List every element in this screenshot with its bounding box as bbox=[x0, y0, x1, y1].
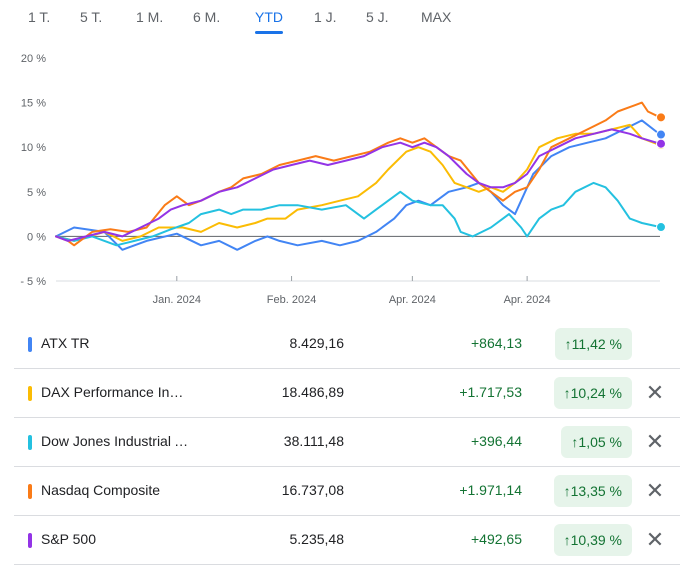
arrow-up-icon: ↑ bbox=[564, 336, 572, 352]
index-price: 16.737,08 bbox=[281, 482, 344, 498]
list-item[interactable]: DAX Performance Index 18.486,89 +1.717,5… bbox=[14, 369, 680, 418]
tab-1-month[interactable]: 1 M. bbox=[136, 9, 163, 25]
arrow-up-icon: ↑ bbox=[563, 385, 571, 401]
tab-label: 5 J. bbox=[366, 9, 389, 25]
tab-1-year[interactable]: 1 J. bbox=[314, 9, 337, 25]
percent-change-badge: ↑10,39 % bbox=[553, 524, 632, 556]
index-name: S&P 500 bbox=[41, 531, 97, 547]
tab-5-days[interactable]: 5 T. bbox=[80, 9, 102, 25]
list-item[interactable]: S&P 500 5.235,48 +492,65 ↑10,39 % ✕ bbox=[14, 516, 680, 565]
index-change: +1.971,14 bbox=[459, 482, 522, 498]
percent-value: 11,42 % bbox=[571, 336, 622, 352]
y-tick-label: 15 % bbox=[21, 98, 46, 110]
y-tick-label: 5 % bbox=[27, 187, 46, 199]
x-tick-label: Jan. 2024 bbox=[153, 294, 201, 306]
series-end-point bbox=[656, 222, 666, 233]
active-tab-indicator bbox=[255, 31, 283, 34]
percent-change-badge: ↑11,42 % bbox=[554, 328, 632, 360]
index-price: 8.429,16 bbox=[289, 335, 345, 351]
close-icon[interactable]: ✕ bbox=[645, 527, 665, 552]
y-tick-label: 10 % bbox=[21, 142, 46, 154]
percent-value: 10,39 % bbox=[570, 532, 622, 548]
index-change: +396,44 bbox=[471, 433, 522, 449]
tab-max[interactable]: MAX bbox=[421, 9, 451, 25]
series-end-point bbox=[656, 112, 666, 123]
tab-label: 6 M. bbox=[193, 9, 221, 25]
arrow-up-icon: ↑ bbox=[563, 483, 571, 499]
x-tick-label: Feb. 2024 bbox=[267, 294, 317, 306]
series-line bbox=[55, 101, 661, 247]
index-change: +492,65 bbox=[471, 531, 522, 547]
series-end-point bbox=[656, 129, 666, 140]
index-price: 5.235,48 bbox=[289, 531, 345, 547]
series-color-swatch bbox=[28, 435, 32, 450]
series-color-swatch bbox=[28, 337, 32, 352]
time-range-tabs: 1 T. 5 T. 1 M. 6 M. YTD 1 J. 5 J. MAX bbox=[0, 0, 682, 34]
series-line bbox=[55, 128, 661, 242]
close-icon[interactable]: ✕ bbox=[645, 380, 665, 405]
list-item[interactable]: Nasdaq Composite 16.737,08 +1.971,14 ↑13… bbox=[14, 467, 680, 516]
x-tick-label: Apr. 2024 bbox=[504, 294, 551, 306]
index-name: ATX TR bbox=[41, 335, 90, 351]
index-change: +864,13 bbox=[471, 335, 522, 351]
series-color-swatch bbox=[28, 484, 32, 499]
tab-label: YTD bbox=[255, 9, 283, 25]
series-color-swatch bbox=[28, 386, 32, 401]
tab-label: 1 M. bbox=[136, 9, 164, 25]
series-line bbox=[55, 123, 661, 242]
index-change: +1.717,53 bbox=[459, 384, 522, 400]
percent-value: 13,35 % bbox=[570, 483, 622, 499]
y-tick-label: 0 % bbox=[27, 231, 46, 243]
close-icon[interactable]: ✕ bbox=[645, 478, 665, 503]
arrow-up-icon: ↑ bbox=[571, 434, 579, 450]
list-item[interactable]: ATX TR 8.429,16 +864,13 ↑11,42 % bbox=[14, 320, 680, 369]
series-line bbox=[55, 181, 661, 247]
x-tick-label: Apr. 2024 bbox=[389, 294, 436, 306]
list-item[interactable]: Dow Jones Industrial Average 38.111,48 +… bbox=[14, 418, 680, 467]
percent-change-badge: ↑13,35 % bbox=[553, 475, 632, 507]
percent-value: 1,05 % bbox=[578, 434, 622, 450]
tab-label: 1 T. bbox=[28, 9, 51, 25]
tab-5-years[interactable]: 5 J. bbox=[366, 9, 389, 25]
index-name: Nasdaq Composite bbox=[41, 482, 161, 498]
percent-change-badge: ↑10,24 % bbox=[553, 377, 632, 409]
tab-6-months[interactable]: 6 M. bbox=[193, 9, 220, 25]
percent-value: 10,24 % bbox=[570, 385, 622, 401]
y-tick-label: 20 % bbox=[21, 53, 46, 65]
index-price: 18.486,89 bbox=[281, 384, 344, 400]
tab-label: 1 J. bbox=[314, 9, 337, 25]
series-line bbox=[55, 119, 661, 251]
percent-change-badge: ↑1,05 % bbox=[561, 426, 632, 458]
series-end-point bbox=[656, 138, 666, 149]
close-icon[interactable]: ✕ bbox=[645, 429, 665, 454]
tab-label: MAX bbox=[421, 9, 452, 25]
index-price: 38.111,48 bbox=[283, 433, 344, 449]
index-name: Dow Jones Industrial Average bbox=[41, 433, 189, 449]
arrow-up-icon: ↑ bbox=[563, 532, 571, 548]
y-tick-label: - 5 % bbox=[20, 276, 46, 288]
tab-ytd[interactable]: YTD bbox=[255, 9, 283, 34]
tab-1-day[interactable]: 1 T. bbox=[28, 9, 50, 25]
performance-chart[interactable]: - 5 % 0 % 5 % 10 % 15 % 20 % Jan. 2024 Feb. 202… bbox=[0, 36, 682, 314]
series-color-swatch bbox=[28, 533, 32, 548]
tab-label: 5 T. bbox=[80, 9, 103, 25]
index-name: DAX Performance Index bbox=[41, 384, 189, 400]
